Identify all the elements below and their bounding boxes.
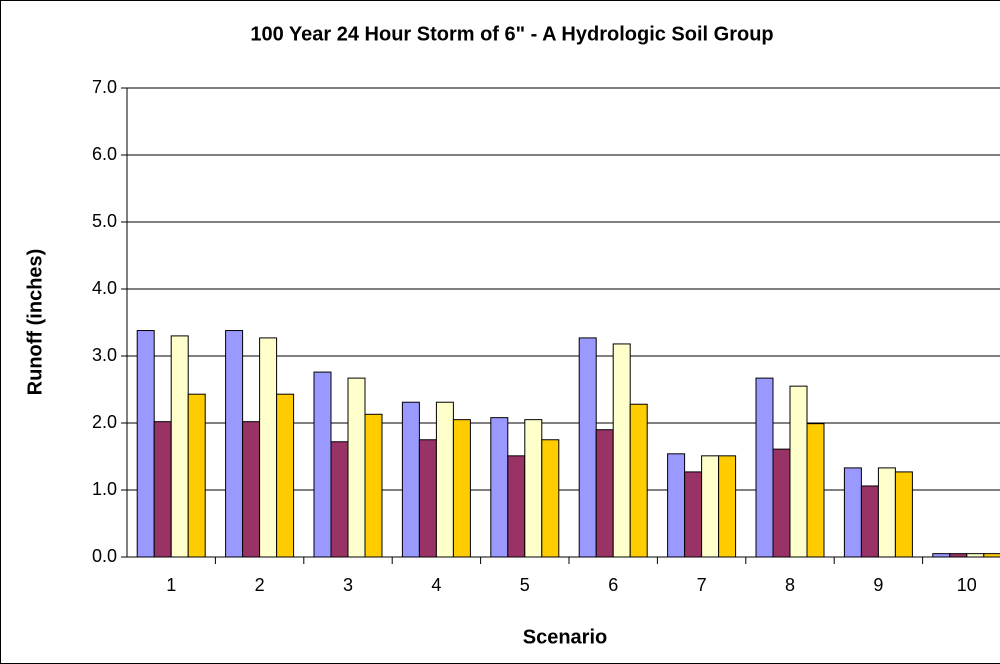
bar xyxy=(701,455,720,558)
x-tick-label: 6 xyxy=(608,575,618,595)
bar xyxy=(718,455,737,558)
y-tick-label: 3.0 xyxy=(92,345,117,365)
bar xyxy=(966,553,985,558)
bar xyxy=(894,471,913,558)
bar xyxy=(276,393,295,558)
y-tick-label: 4.0 xyxy=(92,278,117,298)
bar xyxy=(242,421,261,558)
bar xyxy=(843,467,862,558)
x-tick-label: 2 xyxy=(255,575,265,595)
bar xyxy=(330,441,349,558)
y-tick-label: 5.0 xyxy=(92,211,117,231)
bar xyxy=(170,335,189,558)
bar xyxy=(187,393,206,558)
bar xyxy=(949,553,968,558)
x-tick-label: 1 xyxy=(166,575,176,595)
bar xyxy=(435,401,454,558)
x-tick-label: 8 xyxy=(785,575,795,595)
bar xyxy=(490,417,509,558)
y-axis-label: Runoff (inches) xyxy=(24,249,46,396)
x-tick-label: 4 xyxy=(431,575,441,595)
bar xyxy=(418,439,437,558)
bar xyxy=(806,423,825,558)
bar xyxy=(401,401,420,558)
x-tick-label: 9 xyxy=(873,575,883,595)
bar xyxy=(452,419,471,558)
y-tick-label: 7.0 xyxy=(92,77,117,97)
y-tick-label: 0.0 xyxy=(92,546,117,566)
bar xyxy=(347,377,366,558)
x-tick-label: 3 xyxy=(343,575,353,595)
bar xyxy=(877,467,896,558)
bar xyxy=(578,337,597,558)
bar xyxy=(153,421,172,558)
bar xyxy=(313,371,332,558)
bar xyxy=(541,439,560,558)
bar xyxy=(860,485,879,558)
chart-title: 100 Year 24 Hour Storm of 6" - A Hydrolo… xyxy=(250,23,773,45)
x-axis-label: Scenario xyxy=(523,626,607,648)
y-tick-label: 1.0 xyxy=(92,479,117,499)
bar xyxy=(136,330,155,558)
bar xyxy=(789,385,808,558)
bar xyxy=(595,429,614,558)
bar xyxy=(612,343,631,558)
x-tick-label: 7 xyxy=(697,575,707,595)
bar xyxy=(364,413,383,558)
bar xyxy=(772,448,791,558)
y-tick-label: 2.0 xyxy=(92,412,117,432)
bar xyxy=(629,403,648,558)
bar xyxy=(225,330,244,558)
bar xyxy=(755,377,774,558)
bar xyxy=(932,553,951,558)
bar xyxy=(983,553,1000,558)
x-tick-label: 5 xyxy=(520,575,530,595)
bar xyxy=(259,337,278,558)
bar xyxy=(507,455,526,558)
bar xyxy=(684,471,703,558)
bar xyxy=(667,453,686,558)
bar xyxy=(524,419,543,558)
x-tick-label: 10 xyxy=(957,575,977,595)
y-tick-label: 6.0 xyxy=(92,144,117,164)
